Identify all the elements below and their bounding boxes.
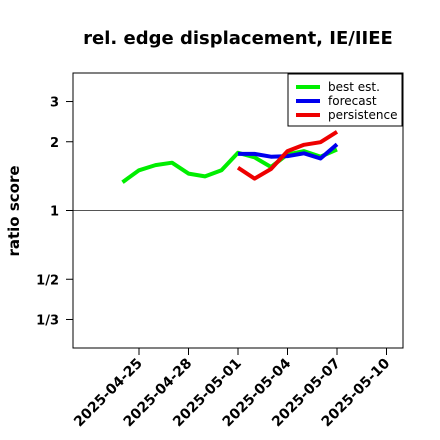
series-line-2 [238,142,339,161]
y-tick-label-5: 3 [50,96,59,111]
plot-area: 1/31/21232025-04-252025-04-282025-05-012… [36,72,404,430]
legend-label-2: forecast [328,94,377,108]
y-tick-label-1: 1/3 [36,313,59,328]
legend-label-1: best est. [328,80,380,94]
series-line-1 [121,147,338,184]
series-line-3 [236,130,339,181]
y-axis-label: ratio score [5,165,23,256]
y-tick-label-4: 2 [50,136,59,151]
y-tick-label-2: 1/2 [36,273,59,288]
y-tick-label-3: 1 [50,205,59,220]
chart-title: rel. edge displacement, IE/IIEE [83,28,393,49]
legend-label-3: persistence [328,108,397,122]
